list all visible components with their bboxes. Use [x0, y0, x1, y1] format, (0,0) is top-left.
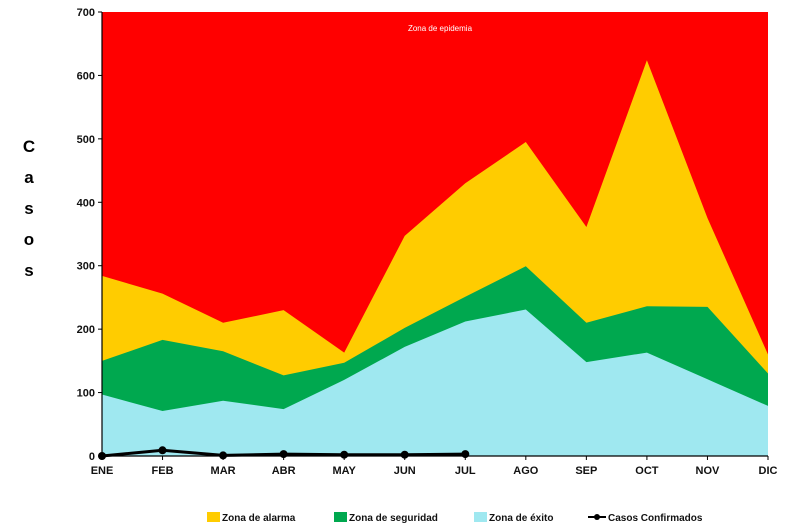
x-tick-label-mar: MAR: [211, 465, 236, 477]
legend-swatch: [207, 512, 220, 522]
legend: Zona de alarma Zona de seguridad Zona de é…: [207, 512, 703, 524]
marker-casos-confirmados-feb: [158, 446, 167, 455]
legend-label: Casos Confirmados: [608, 513, 703, 524]
y-tick-label-700: 700: [77, 7, 95, 19]
y-tick-label-200: 200: [77, 324, 95, 336]
legend-marker: [594, 514, 600, 520]
legend-item-casos-confirmados: Casos Confirmados: [588, 513, 703, 524]
y-tick-label-400: 400: [77, 197, 95, 209]
x-tick-label-oct: OCT: [635, 465, 659, 477]
y-tick-label-100: 100: [77, 388, 95, 400]
y-tick-label-300: 300: [77, 261, 95, 273]
x-tick-label-jul: JUL: [455, 465, 476, 477]
y-axis-label-letter: s: [24, 261, 33, 280]
x-tick-label-ago: AGO: [513, 465, 539, 477]
legend-label: Zona de seguridad: [349, 513, 438, 524]
epidemic-zone-annotation: Zona de epidemia: [408, 24, 473, 33]
x-tick-label-abr: ABR: [272, 465, 296, 477]
x-tick-label-ene: ENE: [91, 465, 114, 477]
x-tick-label-may: MAY: [332, 465, 356, 477]
x-tick-label-feb: FEB: [152, 465, 174, 477]
legend-swatch: [334, 512, 347, 522]
x-tick-label-dic: DIC: [759, 465, 778, 477]
legend-item-zona-de-exito: Zona de éxito: [474, 512, 553, 524]
legend-item-zona-de-seguridad: Zona de seguridad: [334, 512, 438, 524]
y-axis-label: Casos: [23, 137, 35, 280]
legend-swatch: [474, 512, 487, 522]
plot-area: [98, 12, 768, 460]
legend-item-zona-de-alarma: Zona de alarma: [207, 512, 296, 524]
marker-casos-confirmados-jun: [400, 450, 409, 459]
axes: 0 100 200 300 400 500 600 700 ENE FEB MAR ABR MAY JUN…: [77, 7, 778, 477]
y-tick-label-0: 0: [89, 451, 95, 463]
x-tick-label-jun: JUN: [394, 465, 416, 477]
y-tick-label-600: 600: [77, 70, 95, 82]
x-tick-label-nov: NOV: [696, 465, 721, 477]
y-axis-label-letter: s: [24, 199, 33, 218]
y-tick-label-500: 500: [77, 134, 95, 146]
legend-label: Zona de éxito: [489, 513, 553, 524]
area-zona-de-exito: [102, 309, 768, 456]
marker-casos-confirmados-may: [340, 450, 349, 459]
x-tick-label-sep: SEP: [575, 465, 597, 477]
y-axis-label-letter: a: [24, 168, 34, 187]
y-axis-label-letter: C: [23, 137, 35, 156]
y-axis-label-letter: o: [24, 230, 34, 249]
legend-label: Zona de alarma: [222, 513, 296, 524]
